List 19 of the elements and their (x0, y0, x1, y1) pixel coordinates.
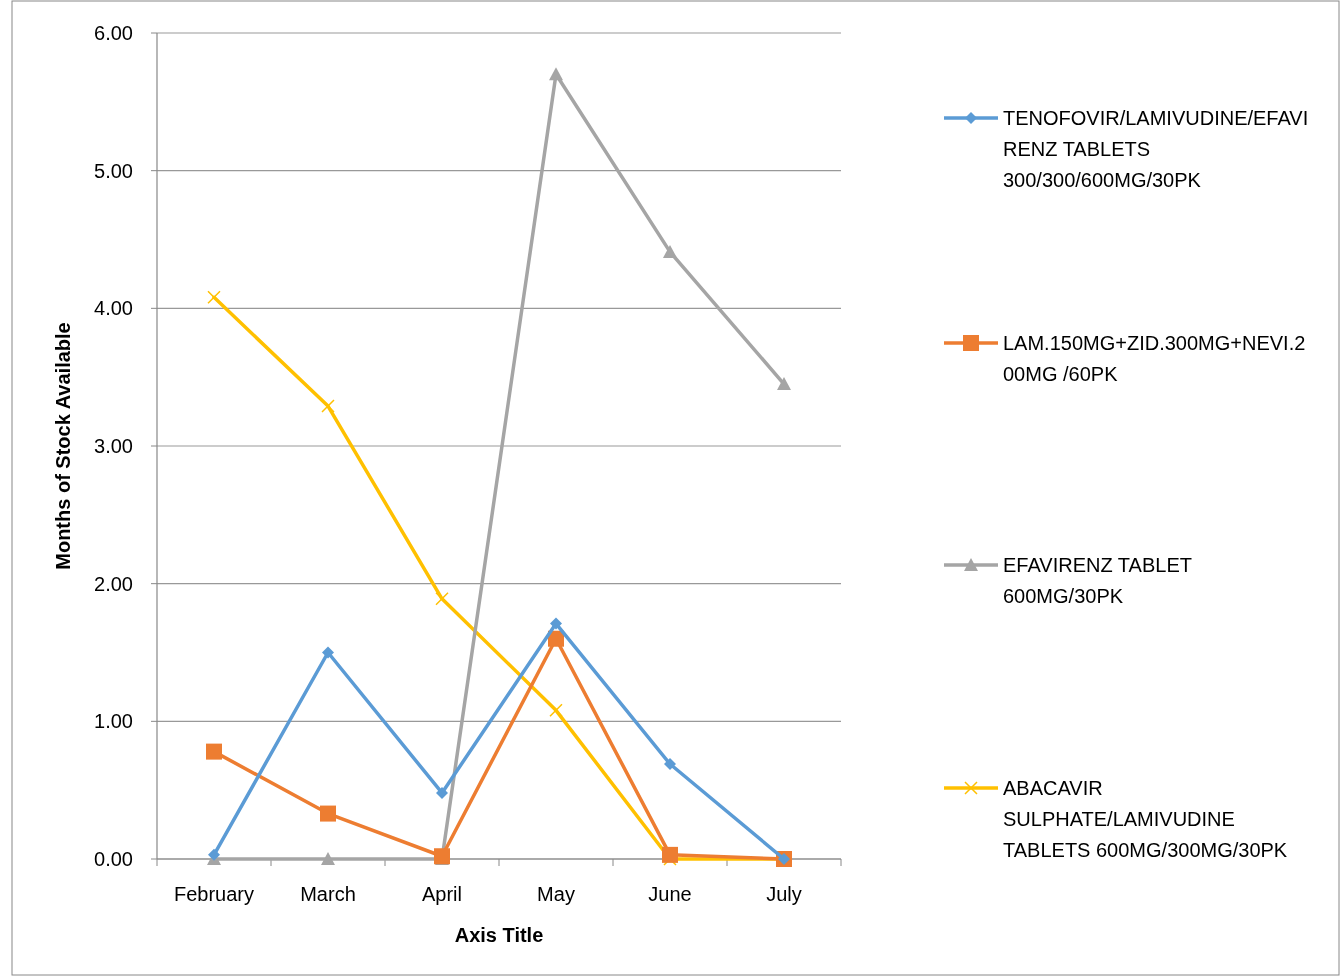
y-tick-label: 3.00 (94, 435, 133, 457)
y-tick-label: 6.00 (94, 22, 133, 44)
legend-label: ABACAVIR SULPHATE/LAMIVUDINE TABLETS 600MG/300MG/30PK (1003, 777, 1288, 861)
y-tick-label: 1.00 (94, 710, 133, 733)
x-tick-label: February (173, 883, 255, 905)
x-tick-label: June (648, 883, 692, 905)
y-tick-label: 5.00 (94, 159, 133, 182)
y-tick-label: 2.00 (94, 572, 133, 595)
legend-label: LAM.150MG+ZID.300MG+NEVI.200MG /60PK (1003, 332, 1306, 385)
x-tick-label: May (537, 883, 575, 905)
x-tick-label: July (766, 883, 802, 905)
legend-label: TENOFOVIR/LAMIVUDINE/EFAVIRENZ TABLETS 300/300/600MG/30PK (1003, 107, 1309, 191)
x-tick-label: April (421, 883, 463, 905)
y-tick-label: 0.00 (94, 848, 133, 870)
x-axis-title: Axis Title (454, 924, 544, 946)
x-tick-label: March (300, 883, 356, 905)
y-tick-label: 4.00 (94, 297, 133, 320)
legend-label: EFAVIRENZ TABLET 600MG/30PK (1003, 554, 1192, 607)
y-axis-title: Months of Stock Available (52, 322, 74, 570)
